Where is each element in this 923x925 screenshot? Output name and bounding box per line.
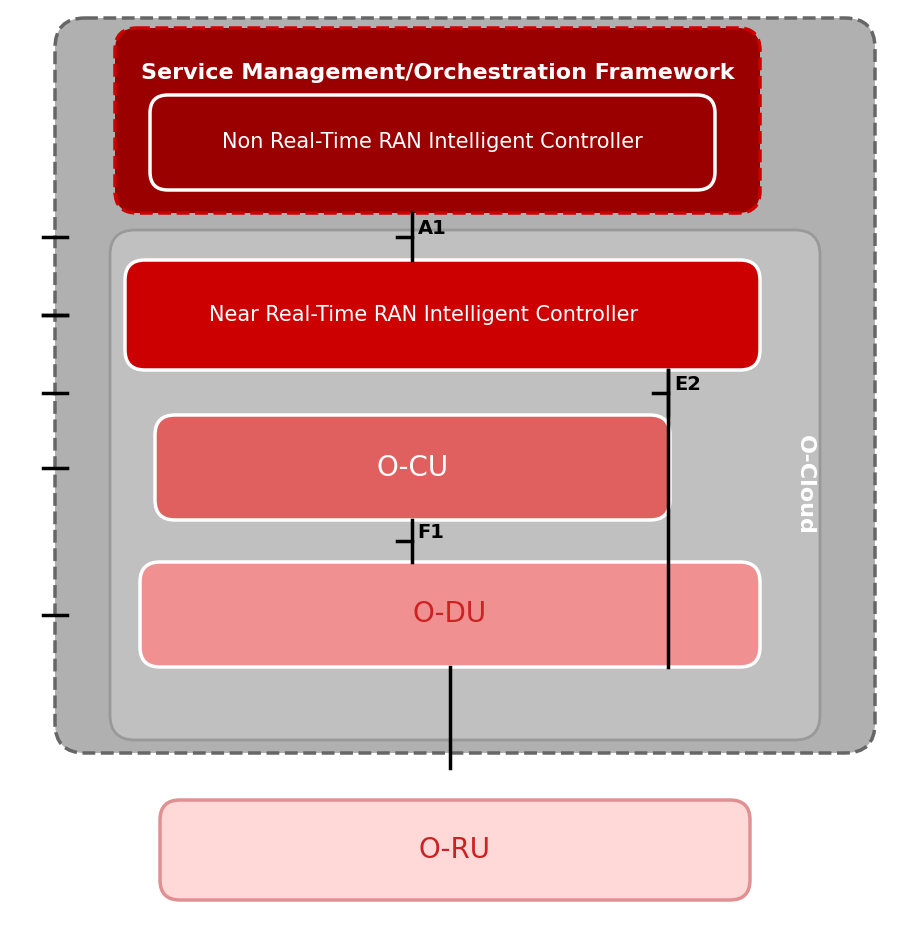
Text: A1: A1 <box>418 218 447 238</box>
FancyBboxPatch shape <box>115 28 760 213</box>
Text: Non Real-Time RAN Intelligent Controller: Non Real-Time RAN Intelligent Controller <box>222 132 643 153</box>
Text: O-RU: O-RU <box>419 836 491 864</box>
FancyBboxPatch shape <box>110 230 820 740</box>
FancyBboxPatch shape <box>155 415 670 520</box>
Text: E2: E2 <box>674 375 701 393</box>
FancyBboxPatch shape <box>150 95 715 190</box>
FancyBboxPatch shape <box>160 800 750 900</box>
Text: F1: F1 <box>418 523 445 542</box>
Text: Near Real-Time RAN Intelligent Controller: Near Real-Time RAN Intelligent Controlle… <box>209 305 638 325</box>
FancyBboxPatch shape <box>55 18 875 753</box>
Text: O-CU: O-CU <box>377 453 449 482</box>
FancyBboxPatch shape <box>125 260 760 370</box>
FancyBboxPatch shape <box>140 562 760 667</box>
Text: O-Cloud: O-Cloud <box>795 435 815 535</box>
Text: O-DU: O-DU <box>413 600 487 628</box>
Text: Service Management/Orchestration Framework: Service Management/Orchestration Framewo… <box>140 63 735 83</box>
